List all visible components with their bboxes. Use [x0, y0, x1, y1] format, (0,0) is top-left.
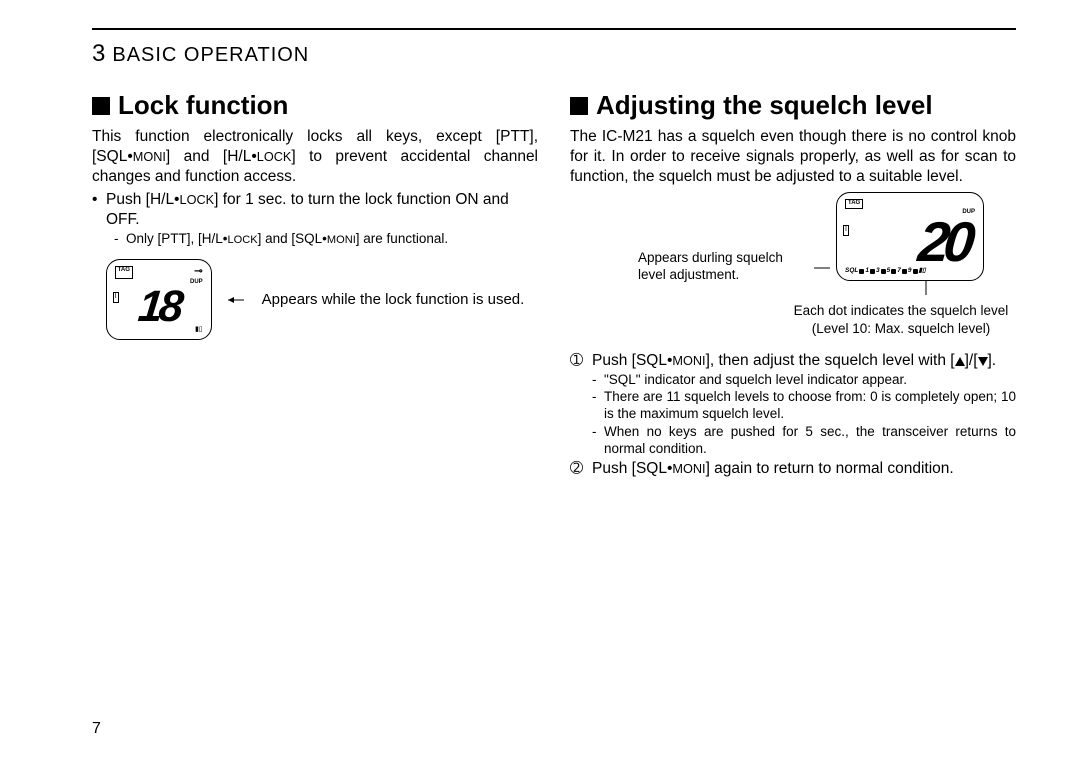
sql-dot — [859, 269, 864, 274]
step1-sub3: When no keys are pushed for 5 sec., the … — [604, 423, 1016, 458]
t: Push [SQL• — [592, 352, 672, 369]
t: ] again to return to normal condition. — [706, 460, 954, 477]
lcd-channel-digits: 20 — [842, 217, 977, 267]
dash-marker: - — [592, 388, 604, 423]
lock-pointer — [228, 290, 246, 310]
t: ], then adjust the squelch level with [ — [706, 352, 955, 369]
top-rule — [92, 28, 1016, 30]
lock-intro: This function electronically locks all k… — [92, 127, 538, 186]
lcd-tag-indicator: TAG — [845, 199, 863, 209]
sql-digit: 9 — [908, 267, 912, 275]
t: Only [PTT], [H/L• — [126, 231, 228, 246]
down-arrow-icon — [978, 357, 988, 366]
squelch-intro: The IC-M21 has a squelch even though the… — [570, 127, 1016, 186]
squelch-label-left: Appears durling squelch level adjustment… — [638, 192, 808, 284]
sql-dot — [881, 269, 886, 274]
sql-digit: 3 — [876, 267, 880, 275]
t-sc: MONI — [672, 353, 705, 368]
sql-digit: 1 — [865, 267, 869, 275]
lock-bullet: • Push [H/L•LOCK] for 1 sec. to turn the… — [92, 190, 538, 230]
up-arrow-icon — [955, 357, 965, 366]
sql-dot — [870, 269, 875, 274]
t: ] and [SQL• — [258, 231, 327, 246]
t-sc: LOCK — [257, 149, 292, 164]
squelch-pointer-down — [836, 281, 1016, 301]
lock-heading: Lock function — [92, 90, 538, 121]
dash-marker: - — [114, 230, 126, 247]
chapter-title: BASIC OPERATION — [112, 44, 309, 66]
squelch-heading: Adjusting the squelch level — [570, 90, 1016, 121]
chapter-number: 3 — [92, 40, 106, 67]
squelch-heading-text: Adjusting the squelch level — [596, 90, 933, 120]
t: ]/[ — [965, 352, 978, 369]
left-column: Lock function This function electronical… — [92, 90, 538, 481]
dash-marker: - — [592, 423, 604, 458]
t-sc: MONI — [672, 461, 705, 476]
lcd-key-icon: ⊸ — [194, 266, 202, 279]
t: ]. — [988, 352, 997, 369]
step1-sub2: There are 11 squelch levels to choose fr… — [604, 388, 1016, 423]
t: Push [SQL• — [592, 460, 672, 477]
sql-digit: 5 — [887, 267, 891, 275]
squelch-label2: Each dot indicates the squelch level (Le… — [786, 302, 1016, 337]
step1-sub1: "SQL" indicator and squelch level indica… — [604, 371, 1016, 388]
lock-bullet-text: Push [H/L•LOCK] for 1 sec. to turn the l… — [106, 190, 538, 230]
squelch-label1-text: Appears durling squelch level adjustment… — [638, 250, 783, 282]
bullet-marker: • — [92, 190, 106, 230]
page-number: 7 — [92, 720, 101, 738]
sql-dot — [902, 269, 907, 274]
step-1: ➀ Push [SQL•MONI], then adjust the squel… — [570, 351, 1016, 457]
square-bullet-icon — [92, 97, 110, 115]
t: ] and [H/L• — [166, 148, 257, 165]
lcd-channel-digits: 18 — [113, 287, 205, 327]
lock-heading-text: Lock function — [118, 90, 288, 120]
t: Push [H/L• — [106, 191, 180, 208]
square-bullet-icon — [570, 97, 588, 115]
lcd-tag-indicator: TAG — [115, 266, 133, 279]
lcd-lock-display: TAG ⊸ DUP I 18 ▮▯ — [106, 259, 212, 340]
t-sc: MONI — [133, 149, 166, 164]
t: ] are functional. — [356, 231, 448, 246]
lock-subnote: - Only [PTT], [H/L•LOCK] and [SQL•MONI] … — [114, 230, 538, 247]
sql-dot — [891, 269, 896, 274]
chapter-heading: 3 BASIC OPERATION — [92, 40, 1016, 68]
sql-digit: 7 — [897, 267, 901, 275]
squelch-pointer — [814, 192, 830, 278]
lock-callout: Appears while the lock function is used. — [262, 291, 525, 310]
lcd-squelch-display: TAG DUP I 20 SQL 1 3 5 7 — [836, 192, 984, 280]
circled-two-icon: ➁ — [570, 459, 592, 479]
circled-one-icon: ➀ — [570, 351, 592, 457]
t-sc: LOCK — [180, 192, 215, 207]
t-sc: LOCK — [228, 234, 258, 246]
t-sc: MONI — [327, 234, 356, 246]
lock-subnote-text: Only [PTT], [H/L•LOCK] and [SQL•MONI] ar… — [126, 230, 538, 247]
sql-label: SQL — [845, 267, 858, 275]
lcd-batt-icon: ▮▯ — [195, 326, 203, 335]
step-2: ➁ Push [SQL•MONI] again to return to nor… — [570, 459, 1016, 479]
dash-marker: - — [592, 371, 604, 388]
right-column: Adjusting the squelch level The IC-M21 h… — [570, 90, 1016, 481]
